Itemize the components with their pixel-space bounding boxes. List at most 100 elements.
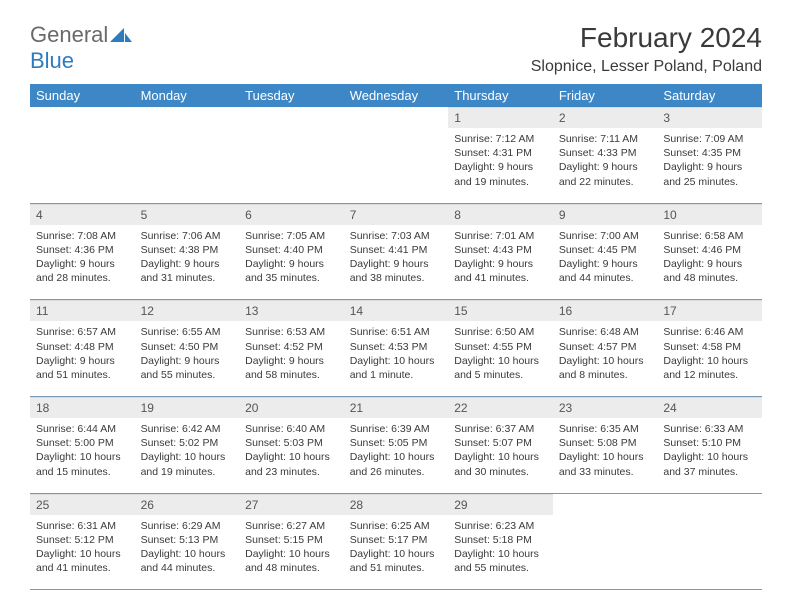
week-row: 4Sunrise: 7:08 AMSunset: 4:36 PMDaylight… [30, 203, 762, 300]
day-number: 27 [239, 494, 344, 515]
daylight-text: Daylight: 10 hours [36, 450, 129, 464]
sunrise-text: Sunrise: 6:55 AM [141, 325, 234, 339]
day-cell: 0 [344, 107, 449, 203]
daylight-text: and 48 minutes. [245, 561, 338, 575]
day-number: 15 [448, 300, 553, 321]
daylight-text: and 8 minutes. [559, 368, 652, 382]
sunrise-text: Sunrise: 6:31 AM [36, 519, 129, 533]
daylight-text: and 41 minutes. [36, 561, 129, 575]
daylight-text: and 12 minutes. [663, 368, 756, 382]
daylight-text: Daylight: 10 hours [454, 547, 547, 561]
sunrise-text: Sunrise: 6:27 AM [245, 519, 338, 533]
day-number: 12 [135, 300, 240, 321]
sunset-text: Sunset: 4:48 PM [36, 340, 129, 354]
day-number: 25 [30, 494, 135, 515]
day-content: Sunrise: 6:44 AMSunset: 5:00 PMDaylight:… [30, 418, 135, 493]
brand-word2: Blue [30, 48, 74, 73]
sunset-text: Sunset: 5:00 PM [36, 436, 129, 450]
day-content: Sunrise: 7:03 AMSunset: 4:41 PMDaylight:… [344, 225, 449, 300]
day-cell: 0 [657, 493, 762, 590]
daylight-text: and 35 minutes. [245, 271, 338, 285]
day-number: 14 [344, 300, 449, 321]
day-number: 20 [239, 397, 344, 418]
day-cell: 19Sunrise: 6:42 AMSunset: 5:02 PMDayligh… [135, 397, 240, 494]
page-header: General Blue February 2024 Slopnice, Les… [30, 22, 762, 76]
daylight-text: Daylight: 10 hours [245, 450, 338, 464]
day-content: Sunrise: 6:35 AMSunset: 5:08 PMDaylight:… [553, 418, 658, 493]
sunset-text: Sunset: 4:57 PM [559, 340, 652, 354]
brand-text: General Blue [30, 22, 132, 74]
sunset-text: Sunset: 4:43 PM [454, 243, 547, 257]
sunrise-text: Sunrise: 6:23 AM [454, 519, 547, 533]
daylight-text: and 23 minutes. [245, 465, 338, 479]
sunrise-text: Sunrise: 6:51 AM [350, 325, 443, 339]
sunrise-text: Sunrise: 7:12 AM [454, 132, 547, 146]
sunrise-text: Sunrise: 7:08 AM [36, 229, 129, 243]
day-number: 7 [344, 204, 449, 225]
day-cell: 11Sunrise: 6:57 AMSunset: 4:48 PMDayligh… [30, 300, 135, 397]
daylight-text: Daylight: 10 hours [141, 450, 234, 464]
sunrise-text: Sunrise: 6:25 AM [350, 519, 443, 533]
sunset-text: Sunset: 5:05 PM [350, 436, 443, 450]
daylight-text: and 37 minutes. [663, 465, 756, 479]
daylight-text: Daylight: 9 hours [559, 160, 652, 174]
day-content: Sunrise: 6:37 AMSunset: 5:07 PMDaylight:… [448, 418, 553, 493]
sunrise-text: Sunrise: 6:29 AM [141, 519, 234, 533]
daylight-text: Daylight: 9 hours [663, 257, 756, 271]
daylight-text: Daylight: 9 hours [350, 257, 443, 271]
day-number: 5 [135, 204, 240, 225]
sunrise-text: Sunrise: 7:09 AM [663, 132, 756, 146]
daylight-text: Daylight: 9 hours [36, 354, 129, 368]
daylight-text: and 51 minutes. [36, 368, 129, 382]
sunrise-text: Sunrise: 6:50 AM [454, 325, 547, 339]
sunset-text: Sunset: 4:50 PM [141, 340, 234, 354]
sunset-text: Sunset: 4:33 PM [559, 146, 652, 160]
daylight-text: and 44 minutes. [141, 561, 234, 575]
sunset-text: Sunset: 5:07 PM [454, 436, 547, 450]
day-number: 16 [553, 300, 658, 321]
daylight-text: and 1 minute. [350, 368, 443, 382]
daylight-text: Daylight: 10 hours [350, 354, 443, 368]
day-content: Sunrise: 6:50 AMSunset: 4:55 PMDaylight:… [448, 321, 553, 396]
day-cell: 0 [135, 107, 240, 203]
sunrise-text: Sunrise: 7:05 AM [245, 229, 338, 243]
day-number: 28 [344, 494, 449, 515]
daylight-text: and 33 minutes. [559, 465, 652, 479]
week-row: 18Sunrise: 6:44 AMSunset: 5:00 PMDayligh… [30, 397, 762, 494]
day-content: Sunrise: 6:25 AMSunset: 5:17 PMDaylight:… [344, 515, 449, 590]
day-number: 13 [239, 300, 344, 321]
sunset-text: Sunset: 5:03 PM [245, 436, 338, 450]
day-cell: 15Sunrise: 6:50 AMSunset: 4:55 PMDayligh… [448, 300, 553, 397]
sunset-text: Sunset: 4:40 PM [245, 243, 338, 257]
sunrise-text: Sunrise: 6:46 AM [663, 325, 756, 339]
daylight-text: and 41 minutes. [454, 271, 547, 285]
sunset-text: Sunset: 4:55 PM [454, 340, 547, 354]
sunrise-text: Sunrise: 6:53 AM [245, 325, 338, 339]
day-content: Sunrise: 6:46 AMSunset: 4:58 PMDaylight:… [657, 321, 762, 396]
sunrise-text: Sunrise: 7:00 AM [559, 229, 652, 243]
day-cell: 0 [553, 493, 658, 590]
day-number: 21 [344, 397, 449, 418]
calendar-table: Sunday Monday Tuesday Wednesday Thursday… [30, 84, 762, 590]
day-cell: 7Sunrise: 7:03 AMSunset: 4:41 PMDaylight… [344, 203, 449, 300]
daylight-text: and 30 minutes. [454, 465, 547, 479]
sunrise-text: Sunrise: 7:06 AM [141, 229, 234, 243]
sunrise-text: Sunrise: 6:40 AM [245, 422, 338, 436]
day-number: 24 [657, 397, 762, 418]
day-content: Sunrise: 7:11 AMSunset: 4:33 PMDaylight:… [553, 128, 658, 203]
day-cell: 4Sunrise: 7:08 AMSunset: 4:36 PMDaylight… [30, 203, 135, 300]
day-cell: 26Sunrise: 6:29 AMSunset: 5:13 PMDayligh… [135, 493, 240, 590]
day-cell: 18Sunrise: 6:44 AMSunset: 5:00 PMDayligh… [30, 397, 135, 494]
day-content: Sunrise: 7:08 AMSunset: 4:36 PMDaylight:… [30, 225, 135, 300]
day-cell: 25Sunrise: 6:31 AMSunset: 5:12 PMDayligh… [30, 493, 135, 590]
day-cell: 24Sunrise: 6:33 AMSunset: 5:10 PMDayligh… [657, 397, 762, 494]
sunset-text: Sunset: 4:35 PM [663, 146, 756, 160]
day-cell: 14Sunrise: 6:51 AMSunset: 4:53 PMDayligh… [344, 300, 449, 397]
day-content: Sunrise: 7:00 AMSunset: 4:45 PMDaylight:… [553, 225, 658, 300]
daylight-text: Daylight: 10 hours [663, 450, 756, 464]
day-content: Sunrise: 7:05 AMSunset: 4:40 PMDaylight:… [239, 225, 344, 300]
daylight-text: Daylight: 9 hours [141, 354, 234, 368]
daylight-text: Daylight: 10 hours [245, 547, 338, 561]
sunrise-text: Sunrise: 7:03 AM [350, 229, 443, 243]
day-number: 18 [30, 397, 135, 418]
